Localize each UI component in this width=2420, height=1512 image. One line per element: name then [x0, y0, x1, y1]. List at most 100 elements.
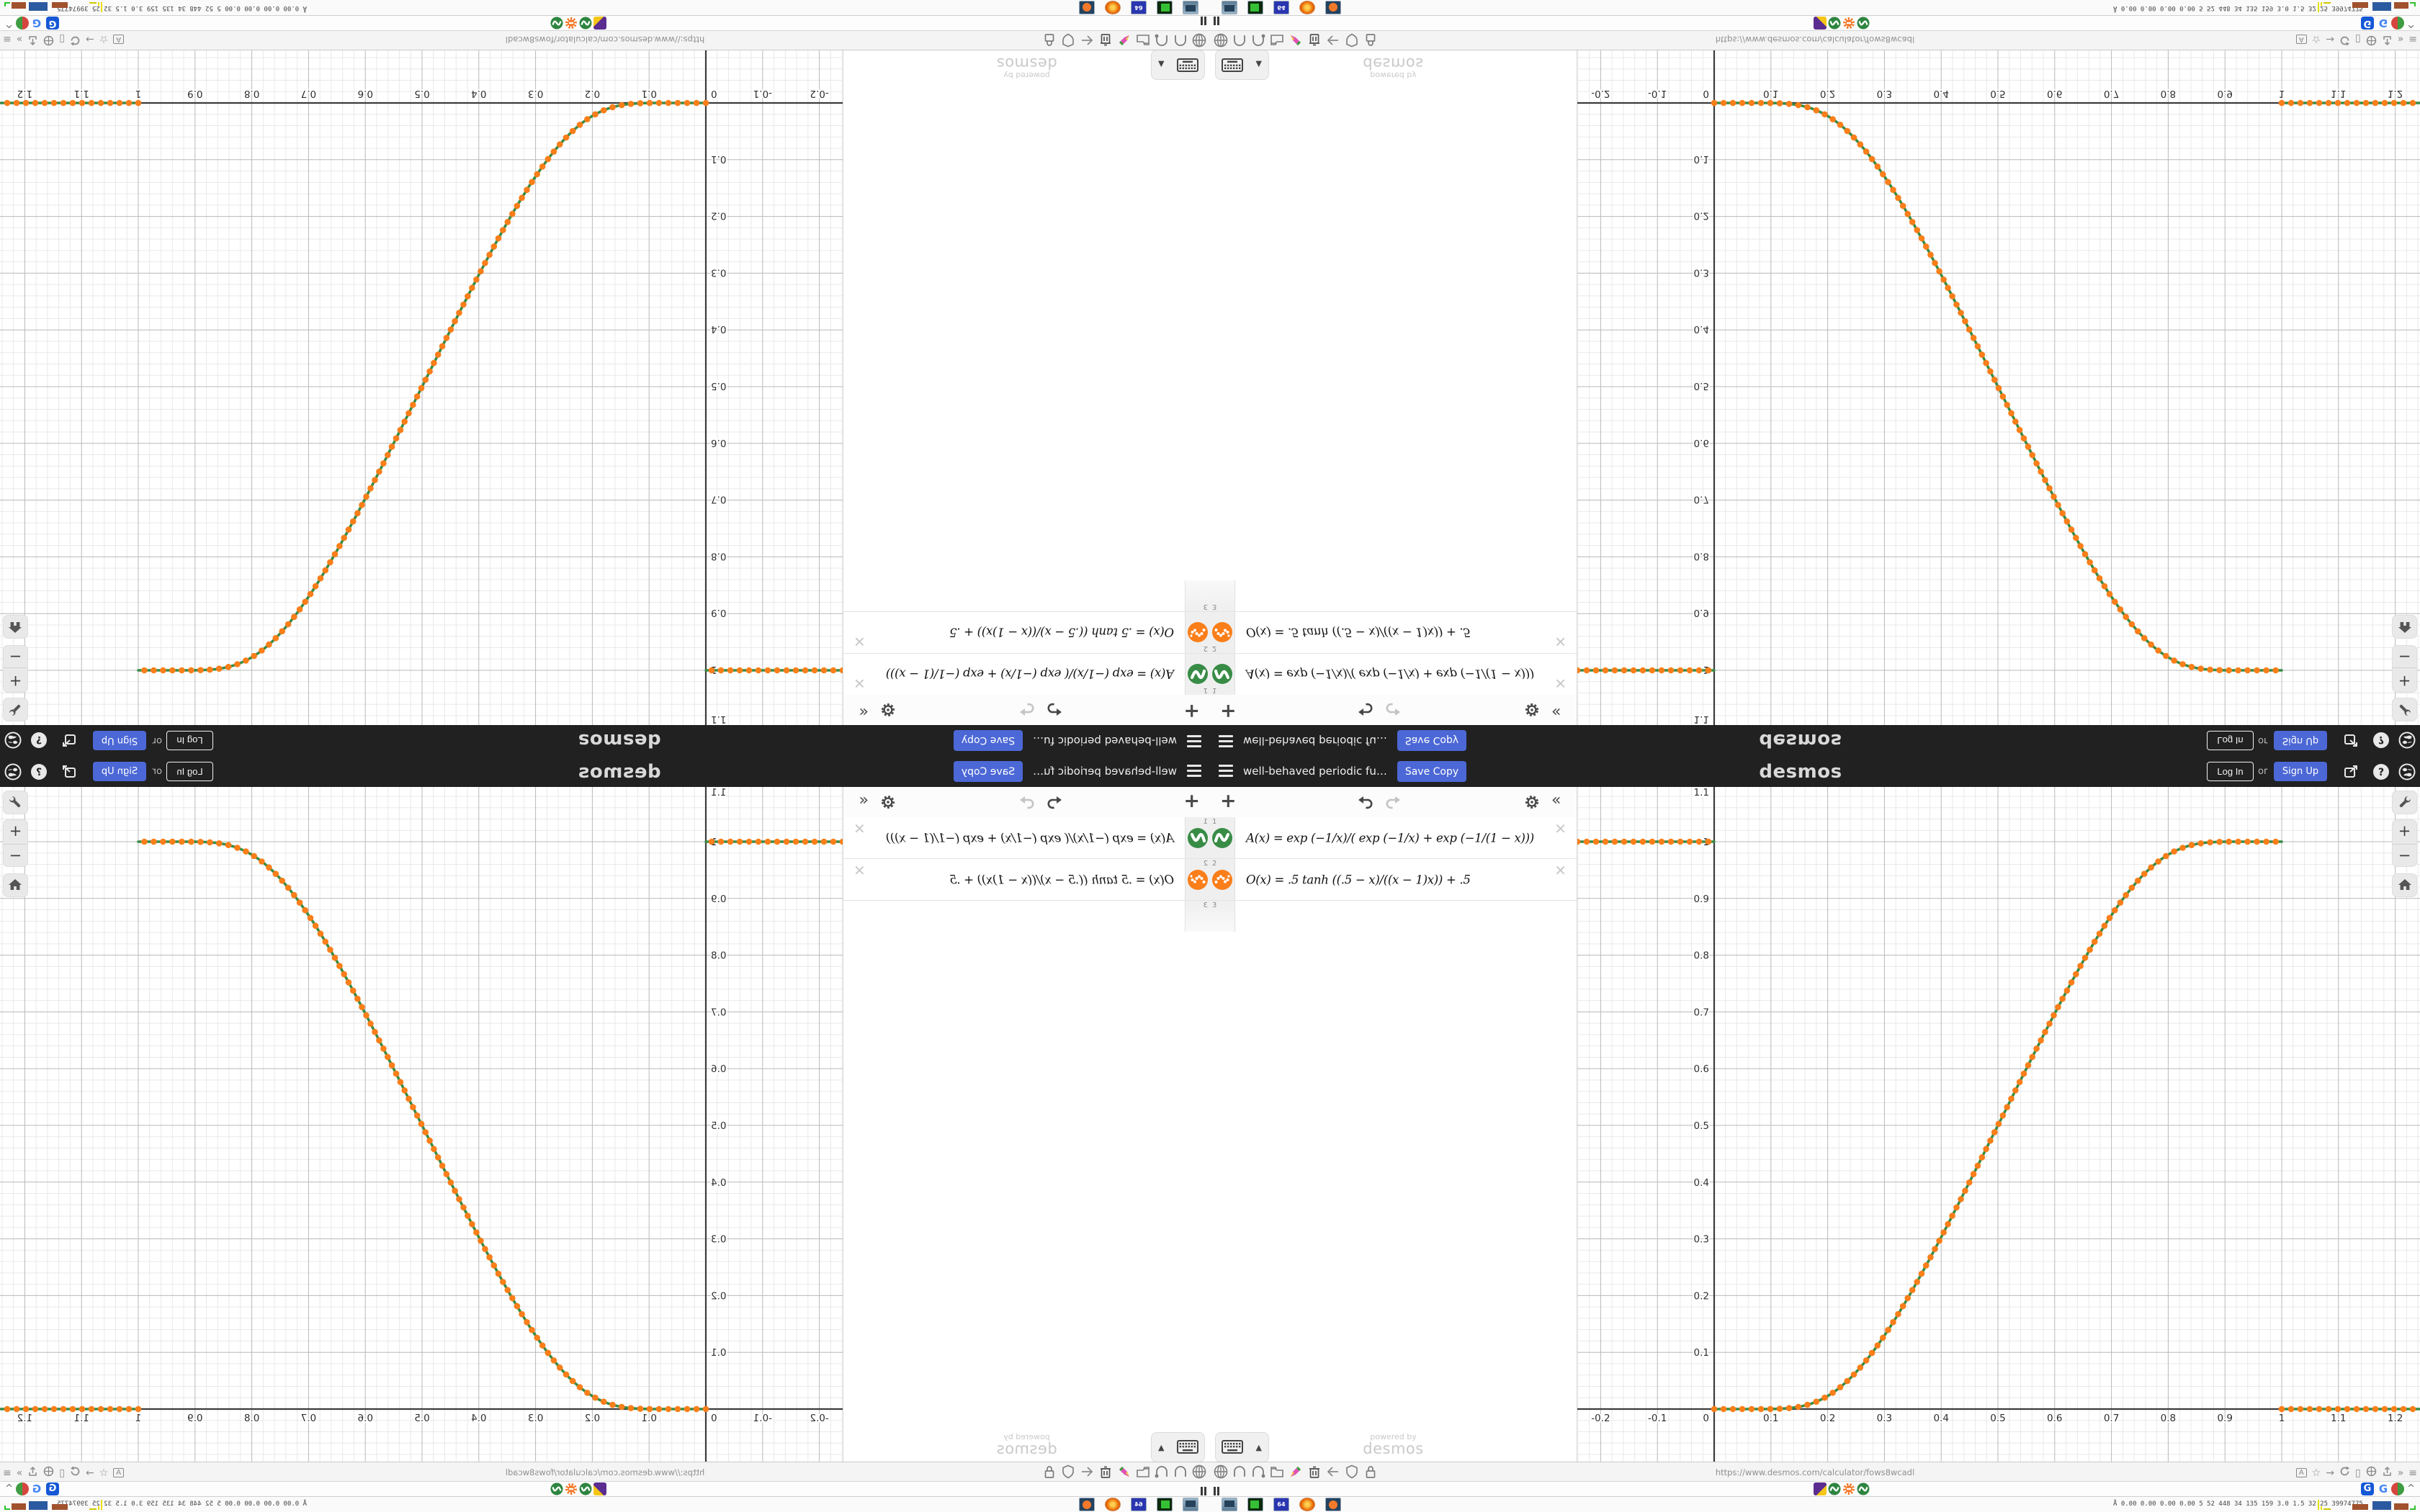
- keypad-toggle-button[interactable]: ▲: [1215, 50, 1269, 80]
- reload-icon[interactable]: [2339, 32, 2350, 46]
- shield-icon[interactable]: [1060, 32, 1076, 48]
- signup-button[interactable]: Sign Up: [93, 731, 146, 750]
- signup-button[interactable]: Sign Up: [2274, 731, 2327, 750]
- settings-gear-icon[interactable]: [880, 794, 896, 810]
- default-zoom-home-button[interactable]: [3, 873, 28, 897]
- trash-icon[interactable]: [1307, 1464, 1322, 1480]
- lock-icon[interactable]: [1041, 32, 1057, 48]
- powered-by-desmos[interactable]: powered by desmos: [1210, 1433, 1577, 1457]
- send-share-icon[interactable]: [2382, 1466, 2393, 1480]
- purple-app-favicon[interactable]: [593, 17, 606, 30]
- desmos-logo[interactable]: desmos: [1759, 729, 1842, 751]
- login-button[interactable]: Log In: [2207, 762, 2254, 781]
- help-icon[interactable]: ?: [30, 762, 48, 781]
- expression-row-2[interactable]: 2 O(x) = .5 tanh ((.5 − x)/((x − 1)x)) +…: [1210, 611, 1577, 653]
- desmos-favicon[interactable]: [579, 1482, 592, 1495]
- more-chevrons-icon[interactable]: »: [2397, 1467, 2404, 1479]
- delete-expression-icon[interactable]: ✕: [1554, 862, 1567, 879]
- bookmark-star-icon[interactable]: ☆: [2311, 1467, 2321, 1479]
- folder-icon[interactable]: [1269, 32, 1285, 48]
- default-zoom-home-button[interactable]: [2392, 615, 2417, 639]
- send-share-icon[interactable]: [27, 32, 38, 46]
- help-icon[interactable]: ?: [2372, 731, 2390, 750]
- g-app-favicon[interactable]: G: [46, 1482, 59, 1495]
- collapse-panel-icon[interactable]: «: [859, 703, 869, 721]
- expression-formula[interactable]: O(x) = .5 tanh ((.5 − x)/((x − 1)x)) + .…: [949, 873, 1174, 886]
- history-forward-icon[interactable]: [1154, 32, 1170, 48]
- collapse-caret-icon[interactable]: ^: [5, 18, 13, 29]
- display-settings-launcher-icon[interactable]: [1183, 1498, 1198, 1511]
- graph-canvas[interactable]: -0.2 -0.1 0 0.1 0.2 0.3 0.4 0.5 0.6 0.7 0.8 0.9 1 1.1…: [0, 50, 843, 725]
- purple-app-favicon[interactable]: [1814, 17, 1827, 30]
- desmos-favicon[interactable]: [579, 17, 592, 30]
- expression-row-2[interactable]: 2 O(x) = .5 tanh ((.5 − x)/((x − 1)x)) +…: [1210, 859, 1577, 901]
- terminal-launcher-icon[interactable]: [1247, 1, 1263, 14]
- expression-formula[interactable]: O(x) = .5 tanh ((.5 − x)/((x − 1)x)) + .…: [1246, 873, 1471, 886]
- firefox-launcher-icon[interactable]: [1299, 1498, 1315, 1511]
- display-settings-launcher-icon[interactable]: [1183, 1, 1198, 14]
- expression-row-1[interactable]: 1 A(x) = exp (−1/x)/( exp (−1/x) + exp (…: [1210, 653, 1577, 695]
- lock-icon[interactable]: [1363, 32, 1379, 48]
- g-app-favicon[interactable]: G: [2361, 17, 2374, 30]
- red-green-favicon[interactable]: [2391, 1482, 2404, 1495]
- firefox-launcher-icon[interactable]: [1299, 1, 1315, 14]
- delete-expression-icon[interactable]: ✕: [853, 675, 866, 692]
- bookmark-star-icon[interactable]: ☆: [99, 1467, 109, 1479]
- desmos-logo[interactable]: desmos: [578, 761, 661, 783]
- language-globe-icon[interactable]: [4, 762, 22, 781]
- highlighter-pen-icon[interactable]: [1288, 1464, 1304, 1480]
- zoom-out-button[interactable]: −: [2398, 847, 2411, 864]
- share-icon[interactable]: [59, 731, 78, 750]
- go-arrow-icon[interactable]: →: [2326, 1467, 2334, 1479]
- signup-button[interactable]: Sign Up: [93, 762, 146, 781]
- settings-gear-icon[interactable]: [1524, 794, 1540, 810]
- highlighter-pen-icon[interactable]: [1288, 32, 1304, 48]
- network-globe-icon[interactable]: [43, 1466, 54, 1480]
- delete-expression-icon[interactable]: ✕: [1554, 820, 1567, 837]
- share-icon[interactable]: [2342, 762, 2361, 781]
- graph-settings-wrench-button[interactable]: [3, 698, 28, 721]
- terminal-launcher-icon[interactable]: [1157, 1498, 1173, 1511]
- blender-launcher-icon[interactable]: [1079, 1498, 1095, 1511]
- g-app-favicon[interactable]: G: [46, 17, 59, 30]
- translate-icon[interactable]: A: [113, 35, 125, 44]
- expression-formula[interactable]: A(x) = exp (−1/x)/( exp (−1/x) + exp (−1…: [886, 831, 1174, 845]
- orange-gear-favicon[interactable]: [565, 17, 578, 30]
- collapse-panel-icon[interactable]: «: [1551, 791, 1561, 809]
- globe-icon[interactable]: [1213, 1464, 1229, 1480]
- expression-row-1[interactable]: 1 A(x) = exp (−1/x)/( exp (−1/x) + exp (…: [843, 817, 1210, 859]
- keypad-toggle-button[interactable]: ▲: [1151, 1432, 1205, 1462]
- signup-button[interactable]: Sign Up: [2274, 762, 2327, 781]
- expression-formula[interactable]: A(x) = exp (−1/x)/( exp (−1/x) + exp (−1…: [1246, 667, 1534, 681]
- redo-icon[interactable]: [1019, 794, 1035, 810]
- desmos-favicon[interactable]: [1857, 17, 1870, 30]
- expression-row-3-empty[interactable]: 3: [843, 580, 1210, 611]
- dotted-curve-style-icon[interactable]: [1187, 869, 1209, 891]
- menu-lines-icon[interactable]: ≡: [2408, 33, 2417, 45]
- graph-settings-wrench-button[interactable]: [3, 791, 28, 814]
- highlighter-pen-icon[interactable]: [1116, 1464, 1132, 1480]
- go-arrow-icon[interactable]: →: [86, 33, 94, 45]
- collapse-panel-icon[interactable]: «: [859, 791, 869, 809]
- expression-formula[interactable]: O(x) = .5 tanh ((.5 − x)/((x − 1)x)) + .…: [1246, 626, 1471, 639]
- delete-expression-icon[interactable]: ✕: [1554, 675, 1567, 692]
- reload-icon[interactable]: [70, 32, 81, 46]
- purple-app-favicon[interactable]: [1814, 1482, 1827, 1495]
- trash-icon[interactable]: [1307, 32, 1322, 48]
- firefox-launcher-icon[interactable]: [1105, 1, 1121, 14]
- dotted-curve-style-icon[interactable]: [1211, 869, 1233, 891]
- history-back-icon[interactable]: [1173, 32, 1188, 48]
- expression-formula[interactable]: O(x) = .5 tanh ((.5 − x)/((x − 1)x)) + .…: [949, 626, 1174, 639]
- graph-title[interactable]: well-behaved periodic funct...: [1243, 734, 1387, 747]
- menu-lines-icon[interactable]: ≡: [2408, 1467, 2417, 1479]
- language-globe-icon[interactable]: [2398, 731, 2416, 750]
- more-chevrons-icon[interactable]: »: [16, 1467, 23, 1479]
- globe-icon[interactable]: [1213, 32, 1229, 48]
- translate-icon[interactable]: A: [2295, 1468, 2307, 1477]
- expression-formula[interactable]: A(x) = exp (−1/x)/( exp (−1/x) + exp (−1…: [1246, 831, 1534, 845]
- hamburger-menu-icon[interactable]: [1219, 734, 1233, 747]
- expression-row-3-empty[interactable]: 3: [1210, 901, 1577, 932]
- pause-icon[interactable]: [1214, 1485, 1221, 1495]
- globe-icon[interactable]: [1191, 1464, 1207, 1480]
- graph-canvas[interactable]: -0.2 -0.1 0 0.1 0.2 0.3 0.4 0.5 0.6 0.7 0.8 0.9 1 1.1…: [1577, 50, 2420, 725]
